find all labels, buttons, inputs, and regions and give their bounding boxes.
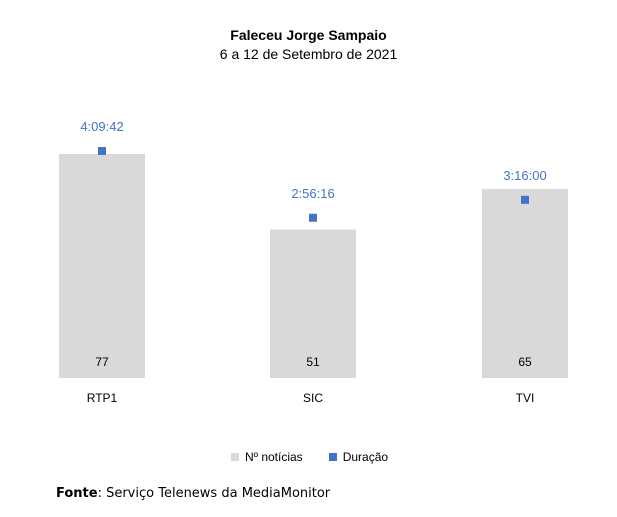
chart-legend: Nº notícias Duração [0, 450, 617, 464]
bar-rtp1 [59, 154, 145, 378]
bar-label-sic: 51 [306, 355, 320, 369]
marker-sic [309, 213, 317, 222]
legend-item-noticias: Nº notícias [230, 450, 303, 464]
source-text: : Serviço Telenews da MediaMonitor [97, 486, 331, 501]
x-tick-tvi: TVI [516, 391, 535, 405]
legend-label-duracao: Duração [342, 450, 389, 464]
chart-title: Faleceu Jorge Sampaio [230, 27, 387, 43]
bar-label-tvi: 65 [518, 355, 532, 369]
legend-swatch-duracao [328, 453, 337, 461]
chart-subtitle: 6 a 12 de Setembro de 2021 [219, 46, 398, 62]
marker-label-tvi: 3:16:00 [503, 168, 546, 183]
x-tick-sic: SIC [303, 391, 323, 405]
marker-label-sic: 2:56:16 [291, 186, 334, 201]
x-tick-rtp1: RTP1 [87, 391, 118, 405]
marker-rtp1 [98, 147, 106, 155]
legend-swatch-noticias [230, 453, 239, 461]
bar-sic [270, 229, 356, 378]
marker-tvi [521, 195, 529, 204]
marker-label-rtp1: 4:09:42 [80, 119, 123, 134]
legend-label-noticias: Nº notícias [244, 450, 303, 464]
source-label: Fonte [56, 486, 98, 501]
bar-label-rtp1: 77 [95, 355, 109, 369]
bar-tvi [482, 188, 568, 378]
legend-item-duracao: Duração [328, 450, 389, 464]
source-note: Fonte: Serviço Telenews da MediaMonitor [56, 486, 330, 501]
